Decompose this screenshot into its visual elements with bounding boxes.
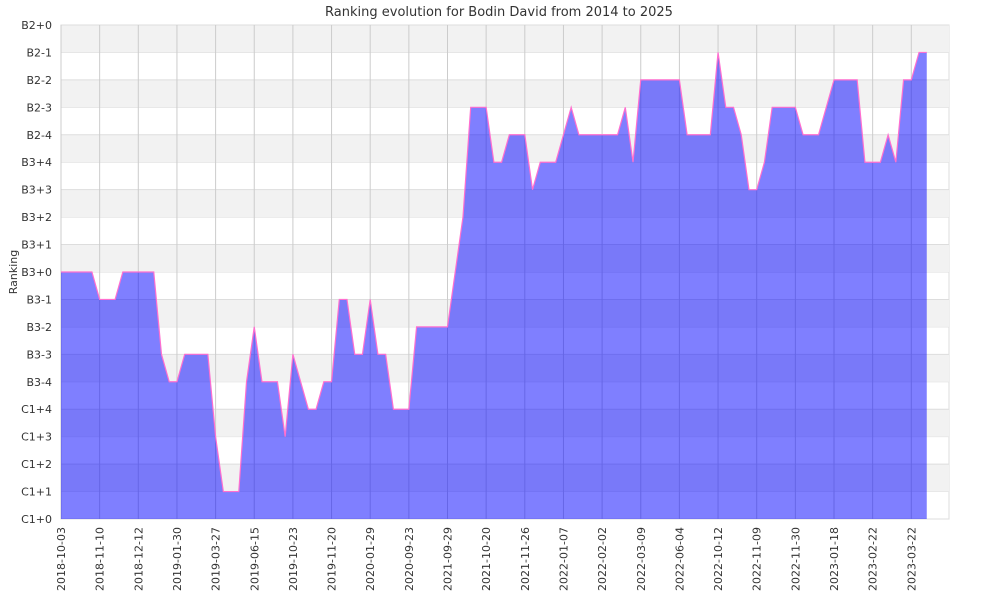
x-tick-label: 2021-11-26 <box>519 527 532 591</box>
x-tick-label: 2020-09-23 <box>403 527 416 591</box>
y-tick-label: B2-1 <box>26 46 52 59</box>
y-tick-label: B3+1 <box>21 239 52 252</box>
chart-title: Ranking evolution for Bodin David from 2… <box>325 5 673 20</box>
x-tick-label: 2022-03-09 <box>635 527 648 591</box>
grid-band <box>61 25 949 53</box>
y-tick-label: B3-1 <box>26 293 52 306</box>
y-tick-label: B3+3 <box>21 184 52 197</box>
x-tick-label: 2020-01-29 <box>364 527 377 591</box>
y-tick-label: B3-3 <box>26 348 52 361</box>
x-tick-label: 2019-10-23 <box>287 527 300 591</box>
x-tick-label: 2019-01-30 <box>171 527 184 591</box>
x-tick-label: 2023-02-22 <box>867 527 880 591</box>
y-tick-label: B2+0 <box>21 19 52 32</box>
grid-band <box>61 79 949 108</box>
y-tick-label: C1+3 <box>21 431 52 444</box>
x-tick-label: 2018-10-03 <box>55 527 68 591</box>
y-axis-label: Ranking <box>7 250 20 295</box>
x-tick-label: 2023-03-22 <box>905 527 918 591</box>
y-tick-label: B3+4 <box>21 156 52 169</box>
x-tick-label: 2022-10-12 <box>712 527 725 591</box>
y-tick-label: B2-2 <box>26 74 52 87</box>
x-tick-label: 2022-06-04 <box>673 527 686 591</box>
y-tick-label: C1+2 <box>21 458 52 471</box>
x-tick-label: 2019-11-20 <box>326 527 339 591</box>
y-tick-label: B2-4 <box>26 129 52 142</box>
series-fill <box>61 52 927 519</box>
y-tick-label: B2-3 <box>26 101 52 114</box>
x-tick-label: 2018-12-12 <box>132 527 145 591</box>
y-tick-label: B3+0 <box>21 266 52 279</box>
series-area <box>60 51 927 519</box>
x-tick-label: 2022-01-07 <box>557 527 570 591</box>
x-tick-labels: 2018-10-03 2018-11-10 2018-12-12 2019-01-30… <box>55 527 918 591</box>
y-tick-label: C1+1 <box>21 486 52 499</box>
y-tick-label: B3-2 <box>26 321 52 334</box>
y-tick-label: B3+2 <box>21 211 52 224</box>
y-tick-label: B3-4 <box>26 376 52 389</box>
x-tick-label: 2022-02-02 <box>596 527 609 591</box>
y-tick-label: C1+4 <box>21 403 52 416</box>
x-tick-label: 2021-10-20 <box>480 527 493 591</box>
y-tick-labels: C1+0 C1+1 C1+2 C1+3 C1+4 B3-4 B3-3 B3-2 B3-1 B3+0… <box>21 19 52 526</box>
y-tick-label: C1+0 <box>21 513 52 526</box>
x-tick-label: 2019-06-15 <box>248 527 261 591</box>
x-tick-label: 2019-03-27 <box>210 527 223 591</box>
x-tick-label: 2021-09-29 <box>442 527 455 591</box>
x-tick-label: 2018-11-10 <box>94 527 107 591</box>
x-tick-label: 2022-11-09 <box>751 527 764 591</box>
x-tick-label: 2023-01-18 <box>828 527 841 591</box>
x-tick-label: 2022-11-30 <box>789 527 802 591</box>
